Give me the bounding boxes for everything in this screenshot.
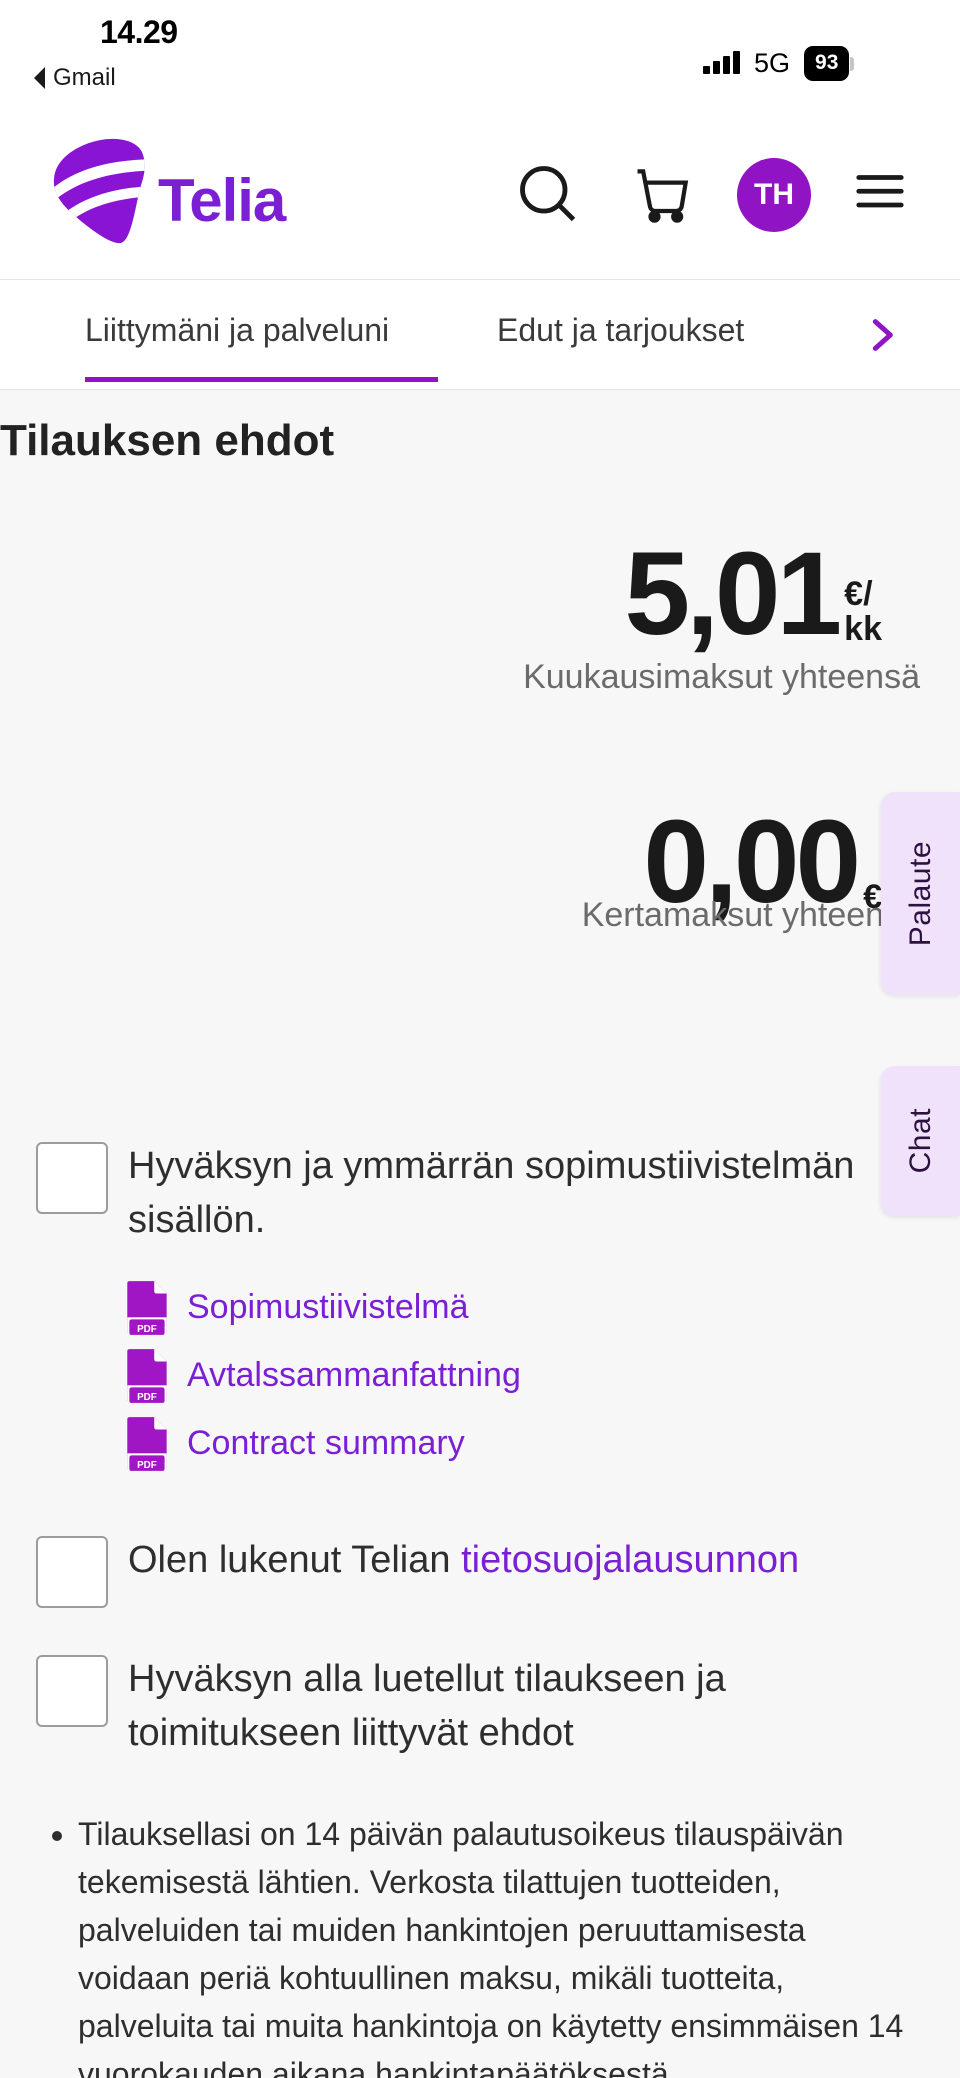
svg-text:PDF: PDF bbox=[137, 1324, 157, 1335]
svg-text:PDF: PDF bbox=[137, 1460, 157, 1471]
svg-text:PDF: PDF bbox=[137, 1392, 157, 1403]
